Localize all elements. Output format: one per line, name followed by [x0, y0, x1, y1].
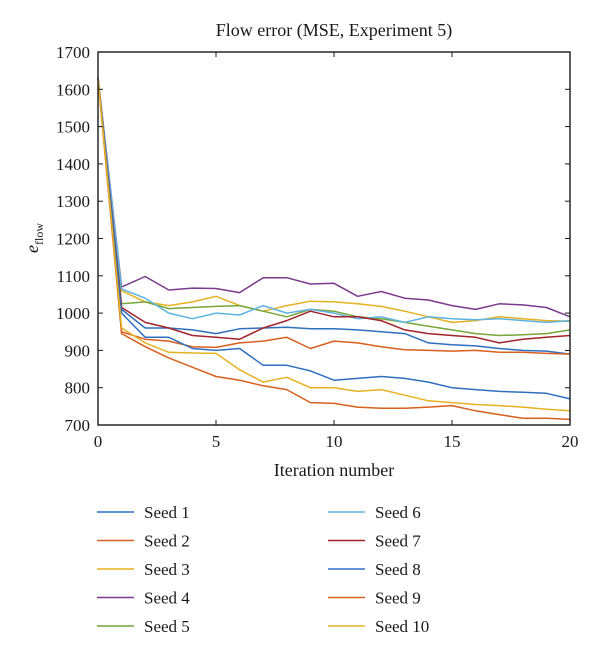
series-line-2 — [97, 78, 571, 355]
y-tick-label: 1500 — [56, 118, 90, 137]
series-line-10 — [97, 78, 571, 412]
series-line-9 — [97, 78, 571, 421]
y-axis-label: eflow — [22, 223, 46, 253]
legend-label-7: Seed 7 — [375, 532, 421, 551]
y-tick-label: 1300 — [56, 192, 90, 211]
y-tick-label: 900 — [65, 341, 91, 360]
legend-label-5: Seed 5 — [144, 617, 190, 636]
series-line-5 — [97, 78, 571, 337]
y-tick-label: 1100 — [57, 267, 90, 286]
x-tick-label: 15 — [444, 432, 461, 451]
series-line-3 — [97, 78, 571, 324]
y-axis-label-main: e — [22, 245, 42, 253]
chart-title: Flow error (MSE, Experiment 5) — [216, 20, 452, 41]
y-tick-label: 1700 — [56, 43, 90, 62]
x-tick-label: 5 — [212, 432, 221, 451]
legend: Seed 1 Seed 2 Seed 3 Seed 4 Seed 5 Seed 6 Seed… — [97, 503, 429, 636]
legend-label-9: Seed 9 — [375, 589, 421, 608]
y-tick-label: 1600 — [56, 80, 90, 99]
legend-label-6: Seed 6 — [375, 503, 421, 522]
x-tick-label: 10 — [326, 432, 343, 451]
y-tick-label: 800 — [65, 379, 91, 398]
x-tick-label: 0 — [94, 432, 103, 451]
series-line-7 — [97, 78, 571, 344]
x-axis-label: Iteration number — [274, 460, 394, 480]
plot-area: 0 5 10 15 20 700 800 900 1000 1100 1200 1300 1400 15… — [56, 43, 579, 451]
y-tick-label: 1400 — [56, 155, 90, 174]
y-ticks: 700 800 900 1000 1100 1200 1300 1400 1500 1600 170… — [56, 43, 570, 435]
legend-label-2: Seed 2 — [144, 532, 190, 551]
series-line-4 — [97, 78, 571, 318]
y-tick-label: 700 — [65, 416, 91, 435]
x-ticks: 0 5 10 15 20 — [94, 52, 579, 451]
series-line-8 — [97, 78, 571, 400]
x-tick-label: 20 — [562, 432, 579, 451]
legend-label-10: Seed 10 — [375, 617, 429, 636]
series-line-6 — [97, 78, 571, 324]
series-lines — [97, 78, 571, 421]
legend-label-4: Seed 4 — [144, 589, 190, 608]
y-tick-label: 1000 — [56, 304, 90, 323]
legend-label-3: Seed 3 — [144, 560, 190, 579]
y-axis-label-subscript: flow — [32, 223, 46, 245]
legend-label-1: Seed 1 — [144, 503, 190, 522]
series-line-1 — [97, 78, 571, 355]
plot-frame — [97, 51, 571, 426]
y-tick-label: 1200 — [56, 230, 90, 249]
legend-label-8: Seed 8 — [375, 560, 421, 579]
